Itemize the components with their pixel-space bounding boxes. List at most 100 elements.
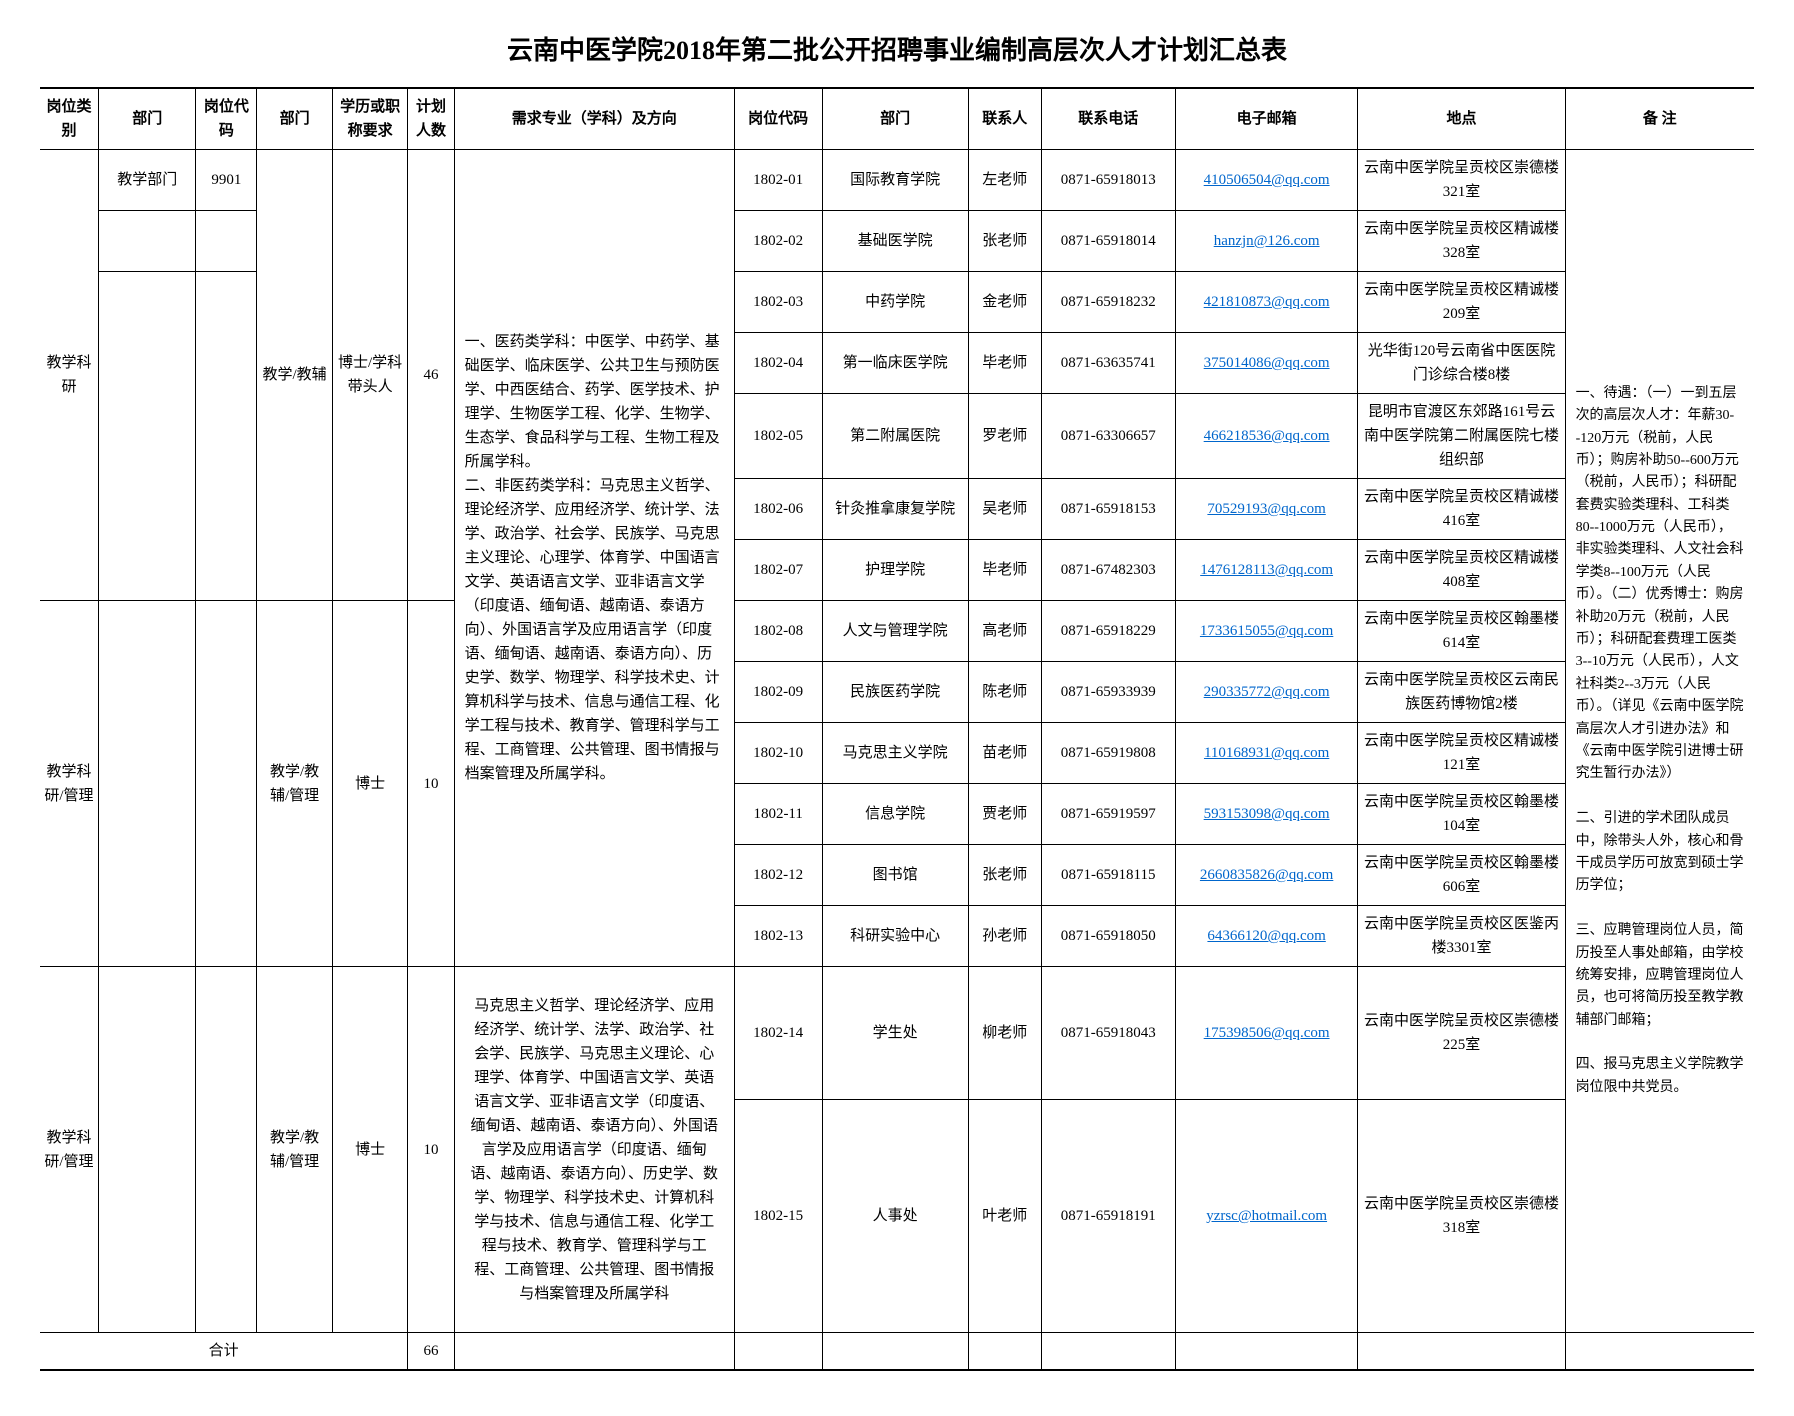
cell-dept3: 国际教育学院 (822, 150, 968, 211)
cell-email: 593153098@qq.com (1175, 784, 1358, 845)
th-addr: 地点 (1358, 88, 1565, 150)
email-link[interactable]: 410506504@qq.com (1204, 172, 1330, 188)
cell-plan: 10 (408, 601, 454, 967)
th-phone: 联系电话 (1041, 88, 1175, 150)
cell-code2: 1802-01 (734, 150, 822, 211)
cell-code2: 1802-05 (734, 394, 822, 479)
cell-dept3: 民族医药学院 (822, 662, 968, 723)
table-row: 教学科研/管理 教学/教辅/管理 博士 10 马克思主义哲学、理论经济学、应用经… (40, 967, 1754, 1100)
cell-empty (98, 967, 195, 1333)
cell-empty (822, 1333, 968, 1371)
email-link[interactable]: 110168931@qq.com (1204, 745, 1329, 761)
total-label: 合计 (40, 1333, 408, 1371)
cell-code1: 9901 (196, 150, 257, 211)
cell-edu: 博士 (332, 967, 408, 1333)
cell-email: 466218536@qq.com (1175, 394, 1358, 479)
email-link[interactable]: 1733615055@qq.com (1200, 623, 1333, 639)
cell-addr: 云南中医学院呈贡校区精诚楼408室 (1358, 540, 1565, 601)
email-link[interactable]: 290335772@qq.com (1204, 684, 1330, 700)
cell-phone: 0871-65918153 (1041, 479, 1175, 540)
email-link[interactable]: 175398506@qq.com (1204, 1025, 1330, 1041)
cell-phone: 0871-65918014 (1041, 211, 1175, 272)
cell-addr: 云南中医学院呈贡校区崇德楼225室 (1358, 967, 1565, 1100)
cell-phone: 0871-65918229 (1041, 601, 1175, 662)
cell-dept1: 教学部门 (98, 150, 195, 211)
table-row: 教学科研/管理 教学/教辅/管理 博士 10 1802-08 人文与管理学院 高… (40, 601, 1754, 662)
th-major: 需求专业（学科）及方向 (454, 88, 734, 150)
th-plan: 计划人数 (408, 88, 454, 150)
th-note: 备 注 (1565, 88, 1754, 150)
cell-code2: 1802-14 (734, 967, 822, 1100)
cell-empty (98, 211, 195, 272)
email-link[interactable]: 421810873@qq.com (1204, 294, 1330, 310)
cell-email: 421810873@qq.com (1175, 272, 1358, 333)
cell-email: 110168931@qq.com (1175, 723, 1358, 784)
cell-empty (1565, 1333, 1754, 1371)
cell-phone: 0871-65918191 (1041, 1100, 1175, 1333)
cell-contact: 叶老师 (968, 1100, 1041, 1333)
th-code2: 岗位代码 (734, 88, 822, 150)
cell-code2: 1802-09 (734, 662, 822, 723)
email-link[interactable]: 466218536@qq.com (1204, 428, 1330, 444)
email-link[interactable]: 375014086@qq.com (1204, 355, 1330, 371)
cell-contact: 吴老师 (968, 479, 1041, 540)
cell-empty (196, 211, 257, 272)
total-value: 66 (408, 1333, 454, 1371)
cell-code2: 1802-07 (734, 540, 822, 601)
cell-addr: 云南中医学院呈贡校区精诚楼209室 (1358, 272, 1565, 333)
cell-dept3: 学生处 (822, 967, 968, 1100)
cell-dept2: 教学/教辅/管理 (257, 601, 333, 967)
cell-dept2: 教学/教辅/管理 (257, 967, 333, 1333)
email-link[interactable]: 1476128113@qq.com (1200, 562, 1333, 578)
cell-phone: 0871-65919597 (1041, 784, 1175, 845)
email-link[interactable]: yzrsc@hotmail.com (1206, 1208, 1327, 1224)
email-link[interactable]: 2660835826@qq.com (1200, 867, 1333, 883)
cell-dept3: 信息学院 (822, 784, 968, 845)
cell-empty (734, 1333, 822, 1371)
cell-plan: 10 (408, 967, 454, 1333)
cell-addr: 昆明市官渡区东郊路161号云南中医学院第二附属医院七楼组织部 (1358, 394, 1565, 479)
email-link[interactable]: 70529193@qq.com (1207, 501, 1325, 517)
cell-email: hanzjn@126.com (1175, 211, 1358, 272)
cell-dept3: 科研实验中心 (822, 906, 968, 967)
th-dept3: 部门 (822, 88, 968, 150)
cell-plan: 46 (408, 150, 454, 601)
cell-phone: 0871-63306657 (1041, 394, 1175, 479)
cell-empty (454, 1333, 734, 1371)
email-link[interactable]: hanzjn@126.com (1214, 233, 1320, 249)
cell-addr: 云南中医学院呈贡校区精诚楼328室 (1358, 211, 1565, 272)
cell-addr: 云南中医学院呈贡校区崇德楼321室 (1358, 150, 1565, 211)
cell-email: yzrsc@hotmail.com (1175, 1100, 1358, 1333)
cell-contact: 张老师 (968, 211, 1041, 272)
cell-dept3: 中药学院 (822, 272, 968, 333)
cell-dept3: 人文与管理学院 (822, 601, 968, 662)
cell-category: 教学科研/管理 (40, 967, 98, 1333)
cell-empty (1175, 1333, 1358, 1371)
th-contact: 联系人 (968, 88, 1041, 150)
cell-empty (196, 967, 257, 1333)
cell-phone: 0871-65918115 (1041, 845, 1175, 906)
cell-code2: 1802-13 (734, 906, 822, 967)
cell-code2: 1802-12 (734, 845, 822, 906)
cell-addr: 云南中医学院呈贡校区精诚楼416室 (1358, 479, 1565, 540)
cell-contact: 毕老师 (968, 540, 1041, 601)
cell-addr: 云南中医学院呈贡校区翰墨楼104室 (1358, 784, 1565, 845)
th-email: 电子邮箱 (1175, 88, 1358, 150)
cell-category: 教学科研/管理 (40, 601, 98, 967)
cell-category: 教学科研 (40, 150, 98, 601)
cell-contact: 毕老师 (968, 333, 1041, 394)
th-dept2: 部门 (257, 88, 333, 150)
header-row: 岗位类别 部门 岗位代码 部门 学历或职称要求 计划人数 需求专业（学科）及方向… (40, 88, 1754, 150)
cell-contact: 贾老师 (968, 784, 1041, 845)
email-link[interactable]: 593153098@qq.com (1204, 806, 1330, 822)
th-code1: 岗位代码 (196, 88, 257, 150)
cell-phone: 0871-65933939 (1041, 662, 1175, 723)
cell-dept3: 第二附属医院 (822, 394, 968, 479)
cell-contact: 罗老师 (968, 394, 1041, 479)
cell-contact: 柳老师 (968, 967, 1041, 1100)
th-dept1: 部门 (98, 88, 195, 150)
email-link[interactable]: 64366120@qq.com (1207, 928, 1325, 944)
cell-phone: 0871-67482303 (1041, 540, 1175, 601)
cell-notes: 一、待遇：（一）一到五层次的高层次人才：年薪30--120万元（税前，人民币）；… (1565, 150, 1754, 1333)
th-category: 岗位类别 (40, 88, 98, 150)
